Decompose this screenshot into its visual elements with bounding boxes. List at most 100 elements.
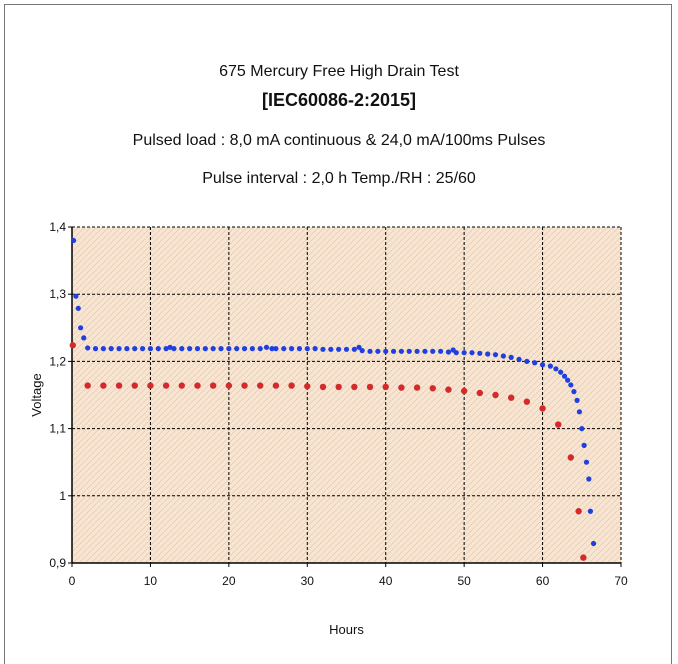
data-point: [73, 293, 79, 299]
data-point: [508, 354, 514, 360]
x-tick-label: 0: [69, 574, 76, 588]
data-point: [422, 348, 428, 354]
data-point: [269, 346, 275, 352]
data-point: [84, 382, 91, 389]
data-point: [81, 335, 87, 341]
data-point: [225, 382, 233, 389]
data-point: [492, 391, 499, 399]
data-point: [234, 346, 240, 352]
series-1: [70, 237, 597, 547]
y-tick-label: 1,2: [49, 354, 66, 368]
data-point: [304, 346, 310, 352]
data-point: [565, 377, 571, 383]
data-point: [586, 476, 592, 482]
data-point: [70, 237, 77, 244]
data-point: [163, 346, 169, 352]
data-point: [116, 346, 122, 352]
data-point: [382, 383, 389, 391]
data-point: [75, 305, 81, 311]
data-point: [131, 382, 138, 389]
data-point: [580, 554, 587, 561]
data-point: [167, 344, 173, 350]
x-tick-label: 70: [614, 574, 628, 588]
data-point: [257, 346, 263, 352]
data-point: [288, 382, 295, 389]
data-point: [574, 397, 580, 403]
data-point: [263, 344, 270, 350]
data-point: [335, 383, 342, 391]
data-point: [516, 356, 522, 362]
data-point: [445, 386, 452, 393]
data-point: [218, 346, 224, 352]
data-point: [319, 383, 327, 391]
data-point: [413, 384, 421, 391]
y-tick-label: 0,9: [49, 556, 66, 570]
data-point: [561, 373, 568, 379]
data-point: [336, 346, 342, 352]
data-point: [108, 346, 114, 352]
data-point: [304, 383, 311, 390]
x-tick-label: 40: [379, 574, 393, 588]
data-point: [383, 348, 389, 354]
y-tick-label: 1,4: [49, 220, 66, 234]
x-tick-label: 50: [457, 574, 471, 588]
data-point: [241, 346, 248, 352]
data-point: [139, 346, 146, 352]
data-point: [366, 383, 374, 391]
data-point: [187, 346, 193, 352]
data-point: [124, 346, 130, 352]
data-point: [547, 363, 554, 369]
data-point: [476, 389, 484, 397]
data-point: [460, 387, 468, 395]
x-tick-label: 20: [222, 574, 236, 588]
data-point: [398, 348, 404, 354]
data-point: [178, 382, 185, 389]
data-point: [438, 348, 444, 354]
data-point: [553, 366, 559, 372]
data-point: [508, 394, 515, 401]
data-point: [343, 346, 350, 352]
data-point: [179, 346, 185, 352]
data-point: [576, 409, 583, 415]
data-point: [351, 346, 357, 352]
data-point: [581, 442, 587, 448]
data-point: [194, 346, 201, 352]
data-point: [567, 454, 575, 461]
y-tick-label: 1: [59, 489, 66, 503]
data-point: [430, 348, 436, 354]
series-2: [69, 342, 587, 561]
chart-note-load: Pulsed load : 8,0 mA continuous & 24,0 m…: [132, 132, 546, 149]
data-point: [226, 346, 232, 352]
data-point: [445, 349, 452, 355]
x-tick-label: 10: [144, 574, 158, 588]
data-point: [155, 346, 161, 352]
chart-title: 675 Mercury Free High Drain Test: [219, 63, 459, 80]
plot-area: [72, 227, 621, 563]
data-point: [171, 346, 177, 352]
data-point: [398, 384, 405, 391]
data-point: [356, 344, 362, 350]
y-tick-label: 1,3: [49, 287, 66, 301]
data-point: [532, 360, 538, 366]
data-point: [69, 342, 76, 349]
y-tick-label: 1,1: [49, 422, 66, 436]
data-point: [571, 389, 577, 395]
data-point: [132, 346, 138, 352]
data-point: [590, 540, 597, 547]
data-point: [210, 346, 216, 352]
y-axis-label: Voltage: [29, 373, 44, 416]
data-point: [359, 348, 365, 354]
data-point: [202, 346, 208, 352]
chart-subtitle: [IEC60086-2:2015]: [261, 90, 417, 110]
data-point: [100, 382, 107, 389]
tick-labels: 0 10 20 30 40 50 60 70 0,9 1 1,1 1,2 1,3 1,4: [49, 220, 628, 588]
data-point: [375, 348, 381, 354]
data-series: [69, 237, 597, 561]
data-point: [587, 508, 594, 514]
data-point: [500, 353, 506, 359]
data-point: [296, 346, 303, 352]
data-point: [257, 382, 264, 389]
data-point: [524, 358, 530, 364]
x-tick-label: 60: [536, 574, 550, 588]
